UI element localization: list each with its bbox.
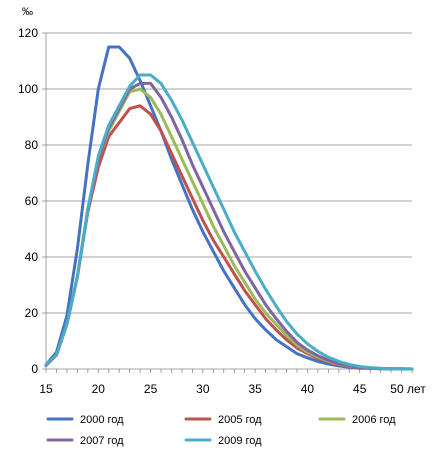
y-tick-label: 80 — [25, 138, 39, 152]
y-tick-label: 120 — [18, 26, 38, 40]
y-unit-label: ‰ — [22, 6, 33, 18]
y-tick-label: 100 — [18, 82, 38, 96]
y-tick-label: 20 — [25, 306, 39, 320]
series-line-2009-год — [44, 73, 414, 371]
legend: 2000 год 2005 год 2006 год 2007 год 2009 год — [46, 414, 396, 447]
series-line-2007-год — [44, 81, 414, 371]
legend-item: 2000 год — [46, 414, 124, 426]
series-line-2000-год — [44, 45, 414, 371]
x-tick-label: 15 — [39, 382, 53, 396]
x-tick-label: 20 — [92, 382, 106, 396]
series-layer — [44, 45, 414, 371]
legend-item: 2009 год — [184, 435, 262, 447]
legend-label: 2005 год — [218, 414, 262, 426]
x-tick-label: 25 — [144, 382, 158, 396]
y-tick-label: 60 — [25, 194, 39, 208]
x-tick-label: 30 — [196, 382, 210, 396]
x-tick-label: 50 лет — [390, 382, 426, 396]
legend-item: 2005 год — [184, 414, 262, 426]
label-layer: ‰ 0 20 40 60 80 100 120 15 20 25 30 35 40 45 50 лет — [18, 6, 426, 396]
legend-label: 2000 год — [80, 414, 124, 426]
legend-item: 2007 год — [46, 435, 124, 447]
x-tick-label: 45 — [353, 382, 367, 396]
x-tick-label: 40 — [301, 382, 315, 396]
y-tick-label: 40 — [25, 250, 39, 264]
series-line-2006-год — [44, 87, 414, 371]
axis-layer — [42, 32, 413, 373]
legend-item: 2006 год — [318, 414, 396, 426]
x-tick-label: 35 — [248, 382, 262, 396]
legend-label: 2007 год — [80, 435, 124, 447]
legend-label: 2006 год — [352, 414, 396, 426]
y-tick-label: 0 — [31, 362, 38, 376]
legend-label: 2009 год — [218, 435, 262, 447]
